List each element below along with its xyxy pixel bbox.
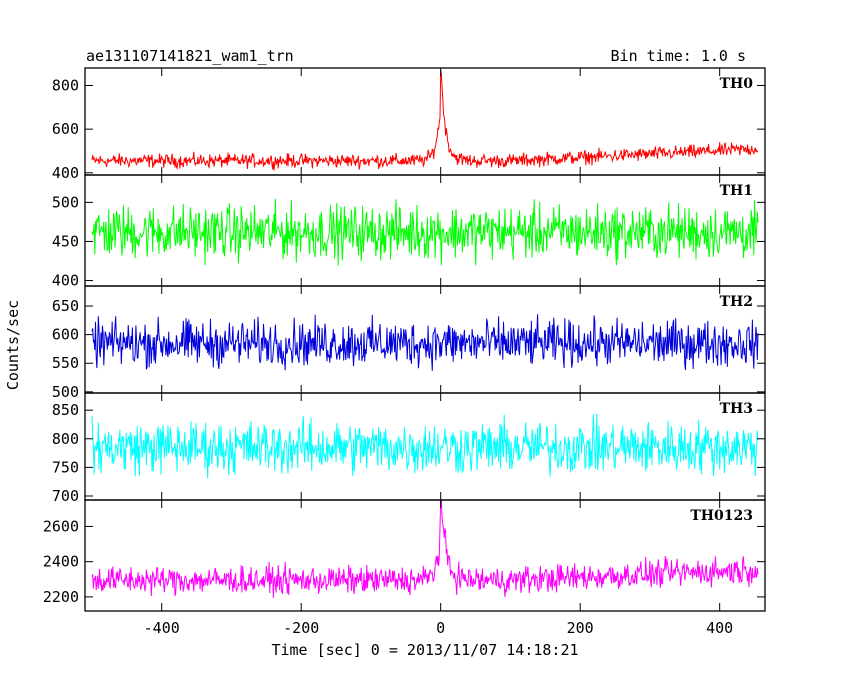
chart-title: ae131107141821_wam1_trn [86,47,294,65]
y-tick-label: 2200 [43,588,79,606]
y-tick-label: 700 [52,487,79,505]
y-axis-label: Counts/sec [4,300,22,390]
series-line-th0123 [91,499,759,599]
series-line-th1 [91,198,759,266]
y-tick-label: 800 [52,76,79,94]
bin-time-label: Bin time: 1.0 s [611,47,746,65]
y-tick-label: 500 [52,193,79,211]
series-line-th3 [91,413,759,479]
y-tick-label: 400 [52,272,79,290]
y-tick-label: 600 [52,120,79,138]
y-tick-label: 400 [52,164,79,182]
y-tick-label: 850 [52,401,79,419]
x-tick-label: 200 [567,619,594,637]
series-line-th0 [91,69,759,171]
panel-label-th1: TH1 [720,183,753,199]
x-tick-label: -400 [144,619,180,637]
series-line-th2 [91,314,759,371]
panel-label-th3: TH3 [720,401,753,417]
y-tick-label: 800 [52,430,79,448]
x-tick-label: -200 [283,619,319,637]
x-tick-label: 0 [436,619,445,637]
panel-label-th0: TH0 [720,76,754,92]
y-tick-label: 450 [52,232,79,250]
y-tick-label: 650 [52,297,79,315]
panel-th0123: 2200 2400 2600 TH0123 [43,499,766,612]
y-tick-label: 500 [52,383,79,401]
panels-group: 400 600 800 TH0 400 450 500 TH1 500 550 600 650 TH2 7… [43,67,766,637]
y-tick-label: 600 [52,326,79,344]
panel-th3: 700 750 800 850 TH3 [52,392,766,505]
panel-frame [84,499,766,612]
panel-th1: 400 450 500 TH1 [52,174,766,290]
x-tick-label: 400 [706,619,733,637]
panel-label-th0123: TH0123 [690,508,753,524]
panel-th0: 400 600 800 TH0 [52,67,766,182]
x-axis-label: Time [sec] 0 = 2013/11/07 14:18:21 [271,641,578,659]
y-tick-label: 550 [52,354,79,372]
panel-label-th2: TH2 [720,294,753,310]
panel-th2: 500 550 600 650 TH2 [52,285,766,401]
y-tick-label: 2400 [43,553,79,571]
y-tick-label: 750 [52,458,79,476]
y-tick-label: 2600 [43,517,79,535]
